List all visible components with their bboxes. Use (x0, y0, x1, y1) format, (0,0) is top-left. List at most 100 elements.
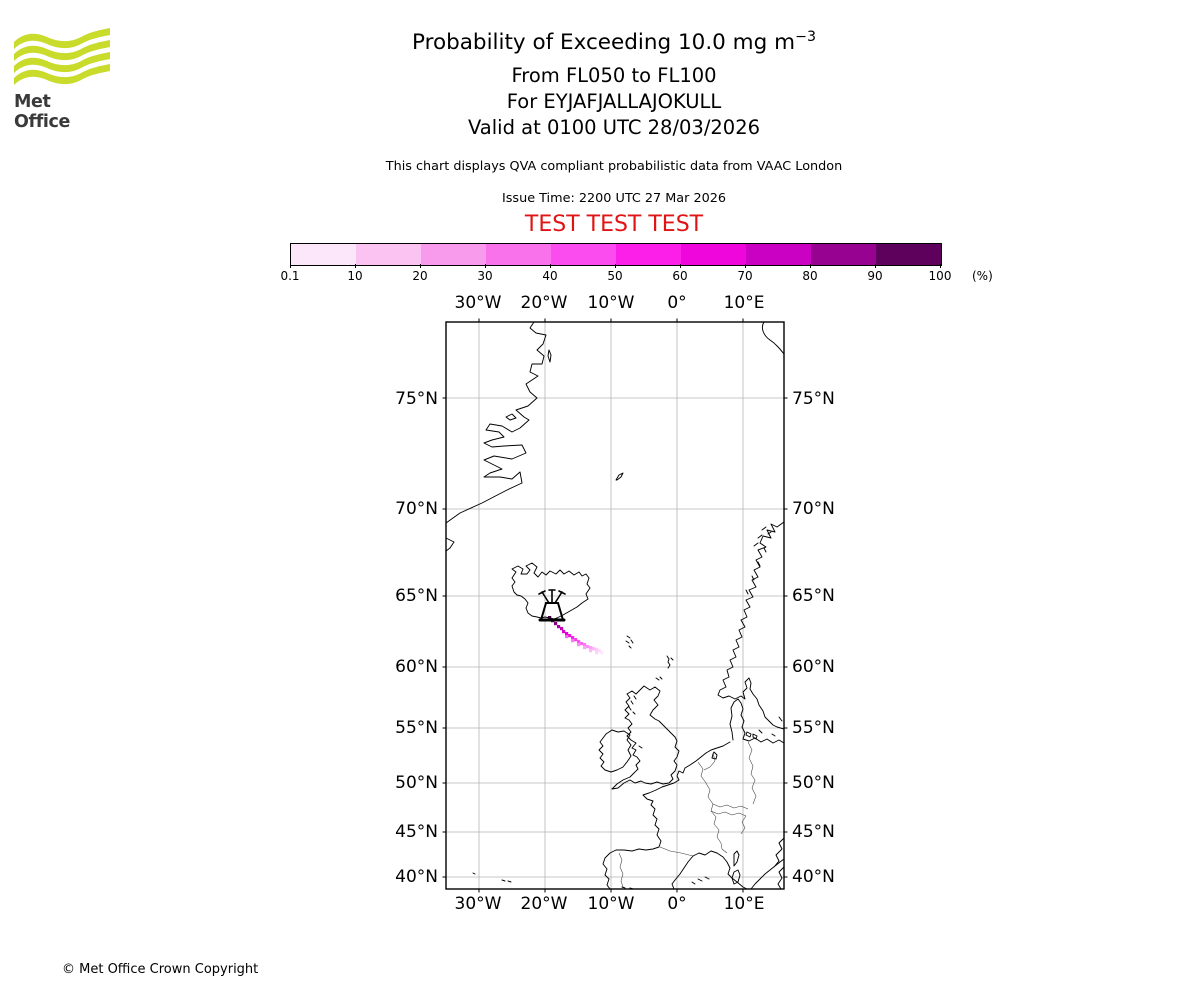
colorbar-tick-label: 10 (347, 269, 363, 283)
ireland (598, 729, 632, 773)
colorbar-segment (616, 244, 681, 265)
colorbar-tick (550, 264, 551, 268)
plume-cell (562, 630, 566, 634)
lat-label-right: 55°N (792, 718, 835, 738)
colorbar-tick (875, 264, 876, 268)
plume-cell (571, 639, 575, 643)
plume-cell (589, 649, 593, 653)
map-ticks (442, 318, 788, 893)
lat-label-right: 70°N (792, 499, 835, 519)
colorbar-segment (876, 244, 941, 265)
map (442, 318, 788, 893)
colorbar-segment (291, 244, 356, 265)
plume-cell (557, 625, 561, 629)
lon-label-top: 10°E (723, 293, 765, 313)
issue-time: Issue Time: 2200 UTC 27 Mar 2026 (501, 191, 727, 206)
subtitle-volcano: For EYJAFJALLAJOKULL (506, 90, 722, 113)
colorbar-tick (290, 264, 291, 268)
lat-label-left: 55°N (395, 718, 438, 738)
colorbar-tick-label: 40 (542, 269, 558, 283)
graticule (446, 322, 784, 889)
colorbar-segment (551, 244, 616, 265)
colorbar-tick (940, 264, 941, 268)
lat-label-left: 75°N (395, 389, 438, 409)
great-britain (611, 685, 680, 790)
plume-cell (568, 634, 572, 638)
lat-label-left: 70°N (395, 499, 438, 519)
subtitle-valid-time: Valid at 0100 UTC 28/03/2026 (467, 116, 761, 139)
colorbar-segment (681, 244, 746, 265)
test-banner: TEST TEST TEST (524, 212, 704, 237)
continental-atlantic-coast (602, 741, 731, 890)
map-frame (445, 321, 785, 890)
country-borders (618, 741, 757, 888)
colorbar-tick-label: 90 (867, 269, 883, 283)
iceland (511, 562, 591, 620)
ash-probability-plume (548, 616, 604, 655)
page-title: Probability of Exceeding 10.0 mg m−3 (412, 29, 816, 56)
met-office-wordmark: Met Office (14, 92, 70, 132)
copyright-notice: © Met Office Crown Copyright (62, 962, 259, 977)
lon-label-bottom: 10°E (723, 894, 765, 914)
plume-cell (583, 643, 587, 647)
lat-label-right: 60°N (792, 657, 835, 677)
plume-cell (580, 642, 584, 646)
plume-cell (600, 651, 604, 655)
colorbar-tick (355, 264, 356, 268)
adriatic-coasts (750, 837, 785, 890)
plume-cell (560, 627, 564, 631)
colorbar-tick (680, 264, 681, 268)
faroe-islands (625, 635, 634, 649)
lofoten-islands (745, 526, 772, 595)
lon-label-bottom: 30°W (454, 894, 502, 914)
plume-cell (565, 632, 569, 636)
greenland-coast (445, 321, 547, 524)
jan-mayen (615, 472, 624, 481)
colorbar-tick-label: 0.1 (280, 269, 300, 283)
colorbar-tick-label: 70 (737, 269, 753, 283)
title-exponent: −3 (795, 29, 816, 45)
greenland-islands (445, 349, 552, 552)
lon-label-top: 20°W (520, 293, 568, 313)
colorbar-tick (745, 264, 746, 268)
colorbar-tick-label: 20 (412, 269, 428, 283)
colorbar-unit: (%) (972, 269, 993, 283)
baltic-coast (742, 737, 785, 744)
colorbar-segment (421, 244, 486, 265)
colorbar-annotations: (%) 0.1 10 20 30 40 50 60 70 80 90 100 (280, 264, 993, 294)
met-office-logo: Met Office (14, 28, 110, 132)
orkney (655, 676, 663, 681)
lat-label-right: 75°N (792, 389, 835, 409)
lon-label-top: 10°W (587, 293, 635, 313)
plume-cell (592, 647, 596, 651)
plume-cell (598, 649, 602, 653)
spain-med-coast (671, 855, 694, 890)
lon-label-top: 0° (667, 293, 687, 313)
lon-label-bottom: 20°W (520, 894, 568, 914)
colorbar-tick (810, 264, 811, 268)
colorbar-segment (811, 244, 876, 265)
qva-description: This chart displays QVA compliant probab… (385, 159, 843, 174)
colorbar-tick-label: 30 (477, 269, 493, 283)
lat-label-right: 45°N (792, 822, 835, 842)
colorbar-tick-label: 100 (928, 269, 952, 283)
norway-coast (717, 521, 785, 730)
plume-cell (565, 635, 569, 639)
plume-cell (586, 645, 590, 649)
lat-label-left: 65°N (395, 586, 438, 606)
plume-cell (577, 640, 581, 644)
lat-label-left: 60°N (395, 657, 438, 677)
lon-label-bottom: 0° (667, 894, 687, 914)
corsica (733, 850, 740, 867)
lat-label-left: 50°N (395, 773, 438, 793)
volcano-marker (538, 589, 566, 622)
lat-label-left: 40°N (395, 867, 438, 887)
colorbar-tick-label: 80 (802, 269, 818, 283)
hebrides (628, 695, 643, 749)
colorbar-segment (746, 244, 811, 265)
plume-cell (577, 643, 581, 647)
met-office-waves-icon (14, 28, 110, 85)
plume-cell (589, 646, 593, 650)
colorbar-tick-label: 50 (607, 269, 623, 283)
